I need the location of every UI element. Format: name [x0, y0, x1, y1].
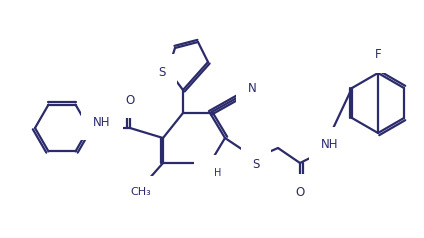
Text: H: H: [214, 168, 222, 178]
Text: NH: NH: [93, 115, 111, 129]
Text: S: S: [158, 65, 166, 79]
Text: NH: NH: [321, 139, 339, 152]
Text: O: O: [126, 94, 135, 106]
Text: S: S: [252, 159, 259, 172]
Text: F: F: [375, 49, 381, 61]
Text: O: O: [296, 185, 304, 198]
Text: N: N: [248, 81, 257, 94]
Text: CH₃: CH₃: [131, 187, 151, 197]
Text: N: N: [206, 167, 215, 179]
